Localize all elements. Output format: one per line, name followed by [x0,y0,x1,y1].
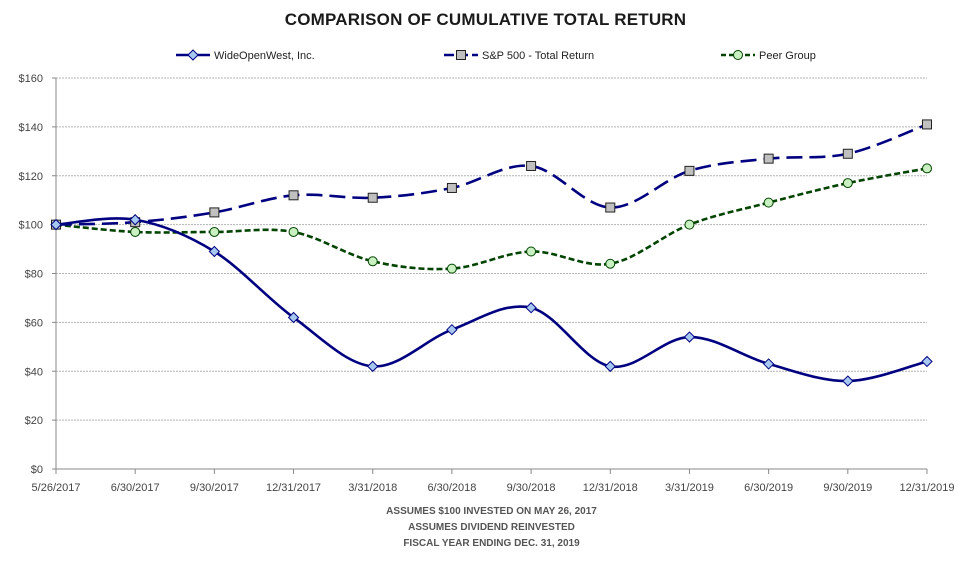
series-1 [51,119,932,230]
data-point [605,202,616,213]
data-point [526,160,537,171]
y-tick-label: $40 [25,366,43,378]
series-line [55,123,928,226]
y-tick-label: $140 [19,122,43,134]
data-point [129,214,141,226]
grid-lines [56,77,927,421]
series-line [55,167,928,271]
series-lines [50,119,933,387]
x-tick-label: 3/31/2019 [665,482,714,494]
data-point [526,246,537,257]
x-tick-label: 9/30/2017 [190,482,239,494]
data-point [50,218,62,231]
y-tick-label: $120 [19,171,43,183]
x-tick-label: 6/30/2017 [111,482,160,494]
series-0 [50,214,933,387]
data-point [208,245,221,258]
legend-label: WideOpenWest, Inc. [214,50,315,62]
x-tick-label: 5/26/2017 [32,482,81,494]
data-point [842,375,854,387]
data-point [367,360,379,373]
y-tick-label: $20 [25,415,43,427]
data-point [288,190,299,201]
data-point [209,207,220,218]
data-point [367,192,378,203]
data-point [446,323,458,336]
data-point [130,226,141,237]
footnotes: ASSUMES $100 INVESTED ON MAY 26, 2017 AS… [0,504,971,552]
x-tick-label: 12/31/2018 [583,482,638,494]
legend: WideOpenWest, Inc. S&P 500 - Total Return… [176,49,816,62]
legend-label: Peer Group [759,50,816,62]
data-point [525,302,537,314]
y-tick-label: $160 [19,73,43,85]
footnote-fiscal-year: FISCAL YEAR ENDING DEC. 31, 2019 [403,538,580,549]
series-line [55,217,928,383]
x-tick-label: 9/30/2018 [507,482,556,494]
data-point [842,178,853,189]
data-point [288,226,299,237]
data-point [446,263,457,274]
axes: $0 $20 $40 $60 $80 $100 $120 $140 $160 5/26/2017 6… [19,73,955,494]
data-point [921,355,933,368]
data-point [684,165,695,176]
x-tick-label: 12/31/2017 [266,482,321,494]
x-tick-label: 3/31/2018 [348,482,397,494]
series-2 [51,163,932,274]
legend-item: S&P 500 - Total Return [444,50,594,62]
chart-title: COMPARISON OF CUMULATIVE TOTAL RETURN [284,10,687,29]
y-tick-label: $0 [31,464,43,476]
data-point [683,331,696,343]
x-tick-label: 9/30/2019 [823,482,872,494]
data-point [287,311,300,324]
footnote-investment: ASSUMES $100 INVESTED ON MAY 26, 2017 [386,506,597,517]
data-point [367,256,378,267]
x-tick-label: 6/30/2019 [744,482,793,494]
legend-item: WideOpenWest, Inc. [176,49,315,62]
data-point [842,148,853,159]
legend-marker [456,50,466,60]
data-point [763,197,774,208]
data-point [762,358,775,370]
data-point [605,258,616,269]
x-tick-label: 6/30/2018 [427,482,476,494]
legend-marker [733,50,743,60]
y-tick-label: $100 [19,220,43,232]
data-point [684,219,695,230]
line-chart: $0 $20 $40 $60 $80 $100 $120 $140 $160 5/26/2017 6… [19,49,955,494]
data-point [922,163,932,174]
data-point [922,119,932,130]
data-point [763,153,774,164]
footnote-dividend: ASSUMES DIVIDEND REINVESTED [408,522,575,533]
x-tick-label: 12/31/2019 [899,482,954,494]
data-point [446,182,457,193]
legend-item: Peer Group [721,50,816,62]
y-tick-label: $80 [25,269,43,281]
legend-marker [187,49,199,61]
data-point [209,226,220,237]
legend-label: S&P 500 - Total Return [482,50,594,62]
y-tick-label: $60 [25,317,43,329]
data-point [604,360,616,373]
